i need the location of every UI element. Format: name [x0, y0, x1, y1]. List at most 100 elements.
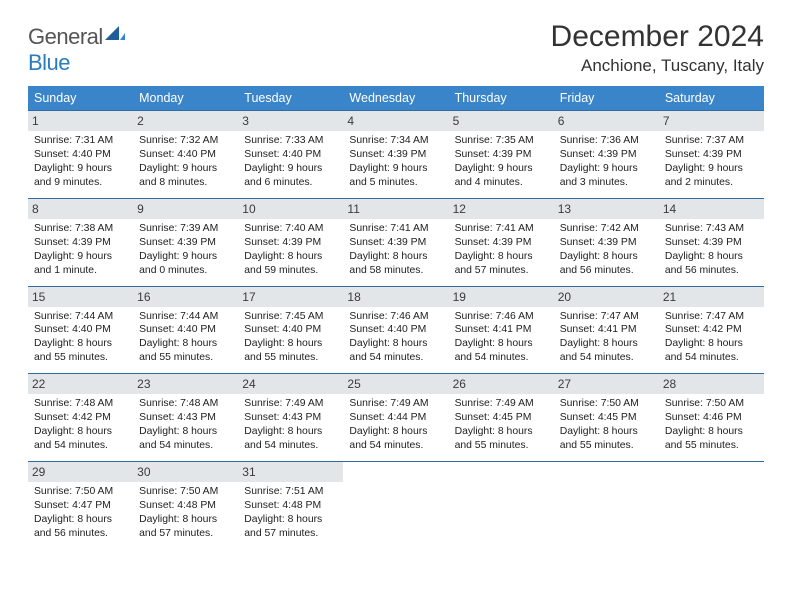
day-info: Sunrise: 7:33 AMSunset: 4:40 PMDaylight:…: [244, 134, 337, 190]
calendar-week-row: 29 Sunrise: 7:50 AMSunset: 4:47 PM Dayligh…: [28, 462, 764, 549]
day-number: 7: [659, 111, 764, 131]
sunset-text: Sunset: 4:45 PM: [455, 411, 548, 425]
page-header: General Blue December 2024 Anchione, Tus…: [28, 20, 764, 76]
sunset-text: Sunset: 4:43 PM: [139, 411, 232, 425]
daylight-text: Daylight: 8 hours and 54 minutes.: [139, 425, 232, 453]
calendar-day-cell: 15Sunrise: 7:44 AMSunset: 4:40 PMDayligh…: [28, 286, 133, 374]
sunrise-text: Sunrise: 7:45 AM: [244, 310, 337, 324]
daylight-text: Daylight: 8 hours and 54 minutes.: [560, 337, 653, 365]
daylight-text: Daylight: 8 hours and 55 minutes.: [244, 337, 337, 365]
day-number: 28: [659, 374, 764, 394]
sunrise-text: Sunrise: 7:50 AM: [560, 397, 653, 411]
sunrise-text: Sunrise: 7:47 AM: [665, 310, 758, 324]
day-number: 5: [449, 111, 554, 131]
day-number: 10: [238, 199, 343, 219]
calendar-day-cell: 7 Sunrise: 7:37 AMSunset: 4:39 PMDaylight…: [659, 111, 764, 199]
calendar-day-cell: 1Sunrise: 7:31 AMSunset: 4:40 PMDaylight…: [28, 111, 133, 199]
daylight-text: Daylight: 8 hours and 54 minutes.: [349, 337, 442, 365]
sunrise-text: Sunrise: 7:50 AM: [34, 485, 127, 499]
day-number: 25: [343, 374, 448, 394]
calendar-day-cell: ..: [554, 462, 659, 549]
sunset-text: Sunset: 4:39 PM: [455, 236, 548, 250]
sunrise-text: Sunrise: 7:37 AM: [665, 134, 758, 148]
sunset-text: Sunset: 4:45 PM: [560, 411, 653, 425]
brand-logo: General Blue: [28, 24, 125, 76]
daylight-text: Daylight: 9 hours and 9 minutes.: [34, 162, 127, 190]
day-info: Sunrise: 7:37 AMSunset: 4:39 PMDaylight:…: [665, 134, 758, 190]
day-info: Sunrise: 7:47 AMSunset: 4:41 PMDaylight:…: [560, 310, 653, 366]
daylight-text: Daylight: 9 hours and 8 minutes.: [139, 162, 232, 190]
sunrise-text: Sunrise: 7:41 AM: [349, 222, 442, 236]
daylight-text: Daylight: 8 hours and 55 minutes.: [560, 425, 653, 453]
sunrise-text: Sunrise: 7:39 AM: [139, 222, 232, 236]
sunrise-text: Sunrise: 7:43 AM: [665, 222, 758, 236]
weekday-header: Monday: [133, 86, 238, 111]
sunrise-text: Sunrise: 7:49 AM: [455, 397, 548, 411]
sunset-text: Sunset: 4:39 PM: [349, 236, 442, 250]
daylight-text: Daylight: 8 hours and 55 minutes.: [455, 425, 548, 453]
day-info: Sunrise: 7:48 AMSunset: 4:43 PMDaylight:…: [139, 397, 232, 453]
day-number: 30: [133, 462, 238, 482]
logo-sail-icon: [105, 24, 125, 45]
sunset-text: Sunset: 4:39 PM: [455, 148, 548, 162]
day-number: 17: [238, 287, 343, 307]
sunrise-text: Sunrise: 7:50 AM: [665, 397, 758, 411]
calendar-header-row: SundayMondayTuesdayWednesdayThursdayFrid…: [28, 86, 764, 111]
calendar-table: SundayMondayTuesdayWednesdayThursdayFrid…: [28, 86, 764, 549]
weekday-header: Thursday: [449, 86, 554, 111]
sunset-text: Sunset: 4:39 PM: [349, 148, 442, 162]
day-info: Sunrise: 7:46 AMSunset: 4:40 PMDaylight:…: [349, 310, 442, 366]
daylight-text: Daylight: 8 hours and 57 minutes.: [244, 513, 337, 541]
sunset-text: Sunset: 4:39 PM: [560, 236, 653, 250]
day-info: Sunrise: 7:42 AMSunset: 4:39 PMDaylight:…: [560, 222, 653, 278]
calendar-day-cell: 8Sunrise: 7:38 AMSunset: 4:39 PMDaylight…: [28, 198, 133, 286]
sunrise-text: Sunrise: 7:48 AM: [139, 397, 232, 411]
sunrise-text: Sunrise: 7:46 AM: [455, 310, 548, 324]
calendar-day-cell: 9Sunrise: 7:39 AMSunset: 4:39 PMDaylight…: [133, 198, 238, 286]
calendar-day-cell: 5Sunrise: 7:35 AMSunset: 4:39 PMDaylight…: [449, 111, 554, 199]
day-number: 20: [554, 287, 659, 307]
sunset-text: Sunset: 4:47 PM: [34, 499, 127, 513]
day-number: 13: [554, 199, 659, 219]
daylight-text: Daylight: 8 hours and 54 minutes.: [34, 425, 127, 453]
day-info: Sunrise: 7:36 AMSunset: 4:39 PMDaylight:…: [560, 134, 653, 190]
sunrise-text: Sunrise: 7:44 AM: [139, 310, 232, 324]
day-info: Sunrise: 7:50 AMSunset: 4:45 PMDaylight:…: [560, 397, 653, 453]
title-block: December 2024 Anchione, Tuscany, Italy: [551, 20, 764, 76]
day-number: 18: [343, 287, 448, 307]
calendar-week-row: 8Sunrise: 7:38 AMSunset: 4:39 PMDaylight…: [28, 198, 764, 286]
calendar-day-cell: 28Sunrise: 7:50 AMSunset: 4:46 PMDayligh…: [659, 374, 764, 462]
day-info: Sunrise: 7:43 AMSunset: 4:39 PMDaylight:…: [665, 222, 758, 278]
day-info: Sunrise: 7:41 AMSunset: 4:39 PMDaylight:…: [349, 222, 442, 278]
calendar-day-cell: 6Sunrise: 7:36 AMSunset: 4:39 PMDaylight…: [554, 111, 659, 199]
day-info: Sunrise: 7:48 AMSunset: 4:42 PMDaylight:…: [34, 397, 127, 453]
day-number: 29: [28, 462, 133, 482]
daylight-text: Daylight: 8 hours and 58 minutes.: [349, 250, 442, 278]
sunrise-text: Sunrise: 7:38 AM: [34, 222, 127, 236]
weekday-header: Friday: [554, 86, 659, 111]
sunrise-text: Sunrise: 7:51 AM: [244, 485, 337, 499]
sunset-text: Sunset: 4:43 PM: [244, 411, 337, 425]
day-number: 22: [28, 374, 133, 394]
sunset-text: Sunset: 4:39 PM: [665, 148, 758, 162]
day-info: Sunrise: 7:34 AMSunset: 4:39 PMDaylight:…: [349, 134, 442, 190]
day-number: 11: [343, 199, 448, 219]
sunset-text: Sunset: 4:39 PM: [665, 236, 758, 250]
day-number: 21: [659, 287, 764, 307]
sunrise-text: Sunrise: 7:41 AM: [455, 222, 548, 236]
sunrise-text: Sunrise: 7:40 AM: [244, 222, 337, 236]
daylight-text: Daylight: 8 hours and 55 minutes.: [34, 337, 127, 365]
sunset-text: Sunset: 4:39 PM: [139, 236, 232, 250]
sunrise-text: Sunrise: 7:33 AM: [244, 134, 337, 148]
calendar-day-cell: 22 Sunrise: 7:48 AMSunset: 4:42 PMDayligh…: [28, 374, 133, 462]
sunrise-text: Sunrise: 7:47 AM: [560, 310, 653, 324]
sunset-text: Sunset: 4:48 PM: [139, 499, 232, 513]
calendar-day-cell: ..: [449, 462, 554, 549]
daylight-text: Daylight: 8 hours and 54 minutes.: [665, 337, 758, 365]
day-info: Sunrise: 7:49 AMSunset: 4:43 PMDaylight:…: [244, 397, 337, 453]
daylight-text: Daylight: 9 hours and 2 minutes.: [665, 162, 758, 190]
sunset-text: Sunset: 4:40 PM: [349, 323, 442, 337]
sunset-text: Sunset: 4:40 PM: [244, 323, 337, 337]
daylight-text: Daylight: 8 hours and 55 minutes.: [139, 337, 232, 365]
day-number: 23: [133, 374, 238, 394]
